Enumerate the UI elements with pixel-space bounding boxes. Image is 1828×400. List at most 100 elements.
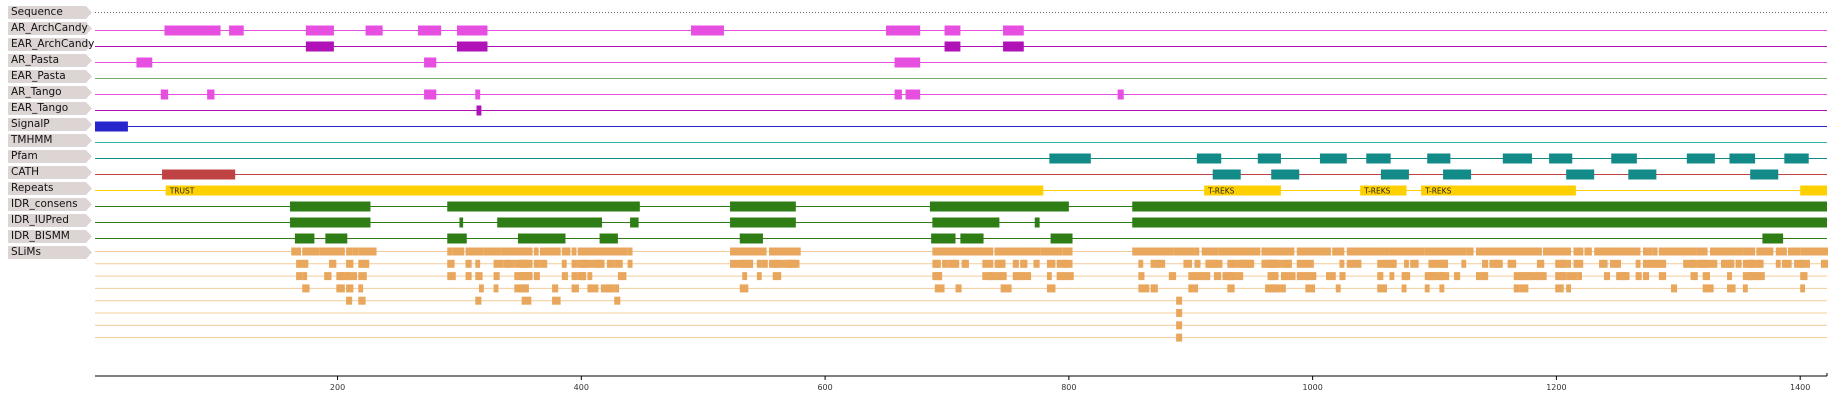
slim-motif bbox=[1727, 272, 1732, 281]
slim-motif bbox=[1812, 247, 1819, 256]
slim-motif bbox=[1033, 259, 1040, 268]
pfam-domain bbox=[1366, 153, 1391, 164]
ar-archcandy-segment bbox=[365, 25, 383, 36]
ar-tango-segment bbox=[905, 89, 921, 100]
idr-bismm-region bbox=[325, 233, 348, 244]
slim-motif bbox=[1702, 284, 1714, 293]
slim-motif bbox=[493, 247, 501, 256]
slim-motif bbox=[942, 247, 950, 256]
slim-motif bbox=[761, 259, 768, 268]
slim-motif bbox=[465, 259, 472, 268]
slim-motif bbox=[571, 247, 577, 256]
repeat-label: T-REKS bbox=[1424, 187, 1451, 196]
slim-motif bbox=[302, 284, 310, 293]
track-label-pfam: Pfam bbox=[8, 150, 92, 163]
slim-motif bbox=[493, 284, 499, 293]
slim-motif bbox=[1494, 259, 1503, 268]
slim-motif bbox=[1232, 259, 1238, 268]
idr-bismm-region bbox=[739, 233, 763, 244]
slim-motif bbox=[339, 272, 350, 281]
slim-motif bbox=[1377, 247, 1387, 256]
slim-motif bbox=[1176, 296, 1183, 305]
slim-motif bbox=[1566, 247, 1572, 256]
slim-motif bbox=[1439, 247, 1450, 256]
pfam-domain bbox=[1549, 153, 1573, 164]
slim-motif bbox=[1207, 259, 1218, 268]
pfam-domain bbox=[1729, 153, 1756, 164]
slim-motif bbox=[1560, 247, 1570, 256]
slim-motif bbox=[1239, 259, 1249, 268]
slim-motif bbox=[1603, 272, 1611, 281]
slim-motif bbox=[982, 247, 993, 256]
slim-motif bbox=[475, 272, 483, 281]
slim-motif bbox=[1824, 247, 1828, 256]
slim-motif bbox=[772, 259, 783, 268]
slim-motif bbox=[1143, 247, 1155, 256]
slim-motif bbox=[319, 247, 327, 256]
repeat-label: T-REKS bbox=[1207, 187, 1234, 196]
slim-motif bbox=[1658, 259, 1667, 268]
slim-motif bbox=[533, 247, 539, 256]
slim-motif bbox=[1513, 272, 1522, 281]
slim-motif bbox=[614, 296, 621, 305]
label-tag-shape bbox=[8, 182, 92, 195]
slim-motif bbox=[1289, 247, 1295, 256]
slim-motif bbox=[595, 247, 606, 256]
slim-motif bbox=[1781, 259, 1792, 268]
slim-motif bbox=[1222, 247, 1231, 256]
slim-motif bbox=[1577, 272, 1583, 281]
slim-motif bbox=[1012, 247, 1023, 256]
slim-motif bbox=[1022, 259, 1028, 268]
slim-motif bbox=[614, 284, 620, 293]
slim-motif bbox=[547, 247, 555, 256]
ar-pasta-segment bbox=[136, 57, 153, 68]
ar-pasta-segment bbox=[894, 57, 921, 68]
slim-motif bbox=[955, 247, 965, 256]
slim-motif bbox=[1389, 272, 1395, 281]
slim-motif bbox=[1424, 284, 1430, 293]
ar-tango-segment bbox=[1117, 89, 1124, 100]
track-label-slims: SLiMs bbox=[8, 246, 92, 259]
label-tag-shape bbox=[8, 6, 92, 19]
slim-motif bbox=[1625, 247, 1632, 256]
slim-motif bbox=[614, 259, 623, 268]
pfam-domain bbox=[1566, 169, 1595, 180]
slim-motif bbox=[1274, 259, 1281, 268]
slim-motif bbox=[1519, 247, 1528, 256]
slim-motif bbox=[1475, 247, 1485, 256]
slim-motif bbox=[1326, 272, 1336, 281]
slim-motif bbox=[1296, 259, 1307, 268]
slim-motif bbox=[1035, 247, 1041, 256]
slim-motif bbox=[514, 284, 522, 293]
slim-motif bbox=[1530, 272, 1540, 281]
slim-motif bbox=[1670, 284, 1678, 293]
slim-motif bbox=[1305, 284, 1316, 293]
track-label-ar-pasta: AR_Pasta bbox=[8, 54, 92, 67]
x-tick-label: 1200 bbox=[1546, 383, 1566, 392]
slim-motif bbox=[934, 247, 945, 256]
slim-motif bbox=[552, 296, 561, 305]
slim-motif bbox=[1735, 247, 1743, 256]
slim-motif bbox=[1586, 247, 1592, 256]
repeat-segment bbox=[1800, 185, 1827, 196]
slim-motif bbox=[1305, 259, 1314, 268]
slim-motif bbox=[1377, 259, 1389, 268]
slim-motif bbox=[1040, 247, 1050, 256]
ar-archcandy-segment bbox=[305, 25, 334, 36]
slim-motif bbox=[1635, 259, 1641, 268]
slim-motif bbox=[606, 259, 615, 268]
ear-archcandy-segment bbox=[305, 41, 334, 52]
slim-motif bbox=[587, 284, 599, 293]
slim-motif bbox=[1519, 272, 1530, 281]
slim-motif bbox=[565, 247, 571, 256]
slim-motif bbox=[782, 247, 789, 256]
slim-motif bbox=[1461, 259, 1467, 268]
slim-motif bbox=[1269, 272, 1279, 281]
slim-motif bbox=[1232, 272, 1244, 281]
slim-motif bbox=[452, 247, 462, 256]
slim-motif bbox=[524, 259, 533, 268]
idr-bismm-region bbox=[931, 233, 956, 244]
slim-motif bbox=[1401, 284, 1407, 293]
